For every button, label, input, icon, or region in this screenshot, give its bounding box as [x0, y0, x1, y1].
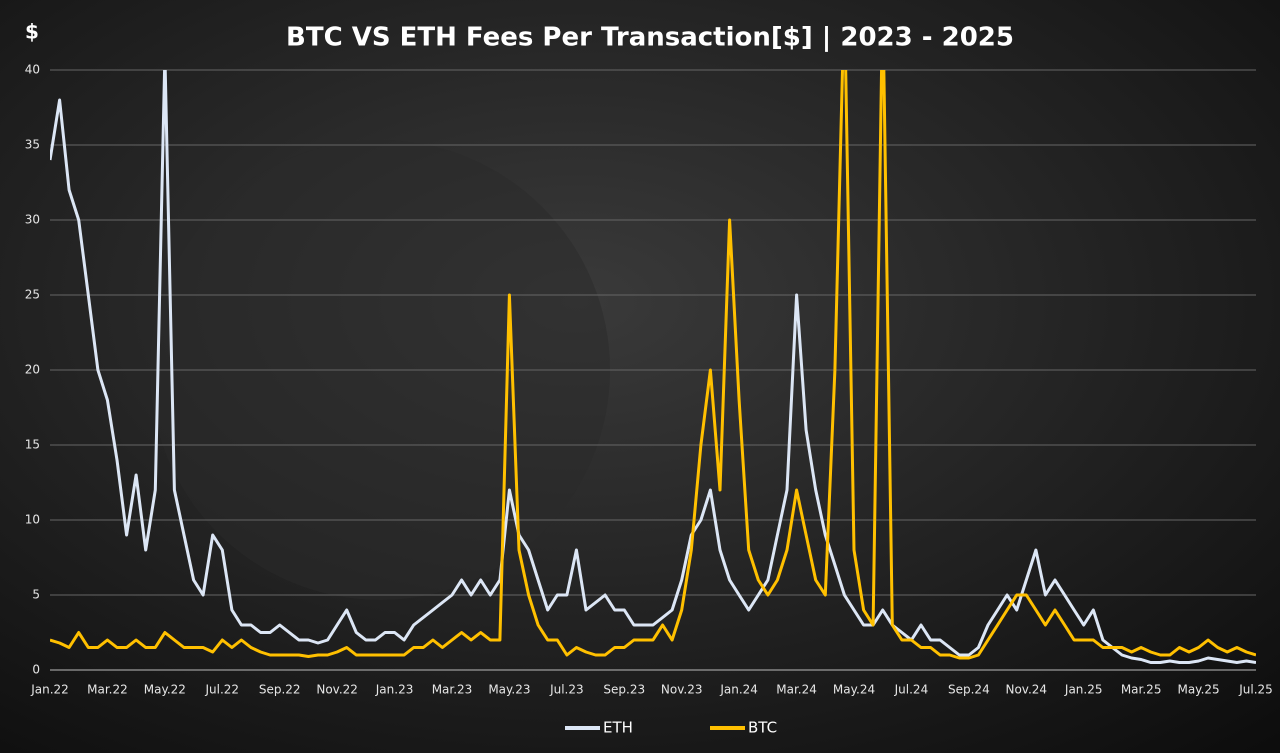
x-tick-label: Jul.23	[549, 683, 584, 697]
y-axis-label: $	[25, 20, 39, 44]
plot-area	[50, 70, 1256, 664]
x-tick-label: Jul.22	[205, 683, 240, 697]
y-tick-label: 10	[25, 513, 40, 527]
data-line	[50, 70, 1256, 660]
y-tick-label: 20	[25, 363, 40, 377]
y-tick-label: 40	[25, 63, 40, 77]
y-tick-label: 0	[32, 663, 40, 677]
y-tick-label: 35	[25, 138, 40, 152]
x-tick-label: Mar.23	[432, 683, 473, 697]
x-tick-label: Nov.23	[661, 683, 703, 697]
chart-title: BTC VS ETH Fees Per Transaction[$] | 202…	[286, 23, 1014, 53]
data-line	[50, 70, 1256, 664]
y-tick-label: 15	[25, 438, 40, 452]
y-tick-label: 5	[32, 588, 40, 602]
x-tick-label: Sep.22	[259, 683, 301, 697]
y-tick-label: 25	[25, 288, 40, 302]
x-tick-label: May.23	[488, 683, 530, 697]
x-tick-label: Mar.22	[87, 683, 128, 697]
x-tick-label: Nov.24	[1005, 683, 1047, 697]
legend-label: BTC	[748, 719, 777, 737]
y-tick-label: 30	[25, 213, 40, 227]
x-tick-label: May.24	[833, 683, 875, 697]
x-tick-label: May.22	[144, 683, 186, 697]
x-tick-label: Jan.24	[719, 683, 758, 697]
x-tick-label: Jan.23	[375, 683, 414, 697]
x-tick-label: Jul.25	[1238, 683, 1273, 697]
x-tick-label: Sep.24	[948, 683, 990, 697]
x-tick-label: Nov.22	[316, 683, 358, 697]
x-tick-label: Jan.25	[1064, 683, 1103, 697]
x-tick-label: Jan.22	[30, 683, 69, 697]
legend-label: ETH	[603, 719, 633, 737]
x-tick-label: Mar.25	[1121, 683, 1162, 697]
x-tick-label: May.25	[1177, 683, 1219, 697]
x-tick-label: Jul.24	[894, 683, 929, 697]
x-tick-label: Sep.23	[603, 683, 645, 697]
x-tick-label: Mar.24	[776, 683, 817, 697]
